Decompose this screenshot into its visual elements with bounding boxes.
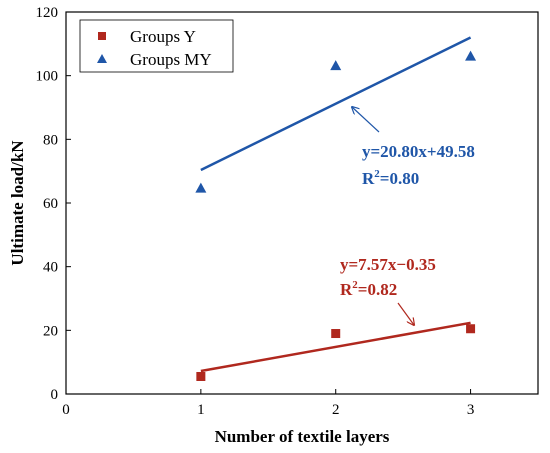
y-tick-label: 60	[43, 196, 58, 212]
x-tick-label: 3	[467, 402, 475, 418]
point-groups-my	[195, 182, 207, 193]
legend-marker-groups-my	[97, 54, 107, 63]
annotation-y-r2: R2=0.82	[340, 279, 397, 299]
legend-label-groups-y: Groups Y	[130, 27, 196, 46]
point-groups-my	[330, 60, 342, 71]
point-groups-y	[331, 329, 341, 339]
data-points	[195, 50, 477, 381]
fit-line-groups-my	[200, 36, 472, 172]
annotation-my-equation: y=20.80x+49.58	[362, 142, 475, 161]
x-tick-label: 2	[332, 402, 340, 418]
y-tick-label: 80	[43, 132, 58, 148]
fit-lines	[200, 36, 472, 373]
y-tick-label: 40	[43, 260, 58, 276]
legend-label-groups-my: Groups MY	[130, 50, 212, 69]
annotation-y: y=7.57x−0.35 R2=0.82	[340, 255, 436, 325]
point-groups-y	[466, 324, 476, 334]
annotation-my-arrow	[352, 107, 380, 133]
y-tick-label: 120	[36, 5, 59, 21]
legend-marker-groups-y	[98, 32, 106, 40]
x-axis-ticks: 0 1 2 3	[62, 389, 474, 418]
annotation-my: y=20.80x+49.58 R2=0.80	[352, 107, 475, 188]
point-groups-y	[196, 371, 206, 381]
y-axis-ticks: 0 20 40 60 80 100 120	[36, 5, 71, 403]
y-tick-label: 20	[43, 323, 58, 339]
annotation-my-r2: R2=0.80	[362, 168, 419, 188]
annotation-y-equation: y=7.57x−0.35	[340, 255, 436, 274]
legend: Groups Y Groups MY	[79, 19, 234, 73]
annotation-y-arrow	[397, 302, 414, 325]
x-tick-label: 1	[197, 402, 205, 418]
x-axis-title: Number of textile layers	[215, 427, 390, 446]
x-tick-label: 0	[62, 402, 70, 418]
fit-line-groups-y	[200, 321, 471, 373]
y-axis-title: Ultimate load/kN	[8, 140, 27, 266]
y-tick-label: 100	[36, 69, 59, 85]
y-tick-label: 0	[51, 387, 59, 403]
point-groups-my	[465, 50, 477, 61]
legend-box	[79, 19, 234, 73]
